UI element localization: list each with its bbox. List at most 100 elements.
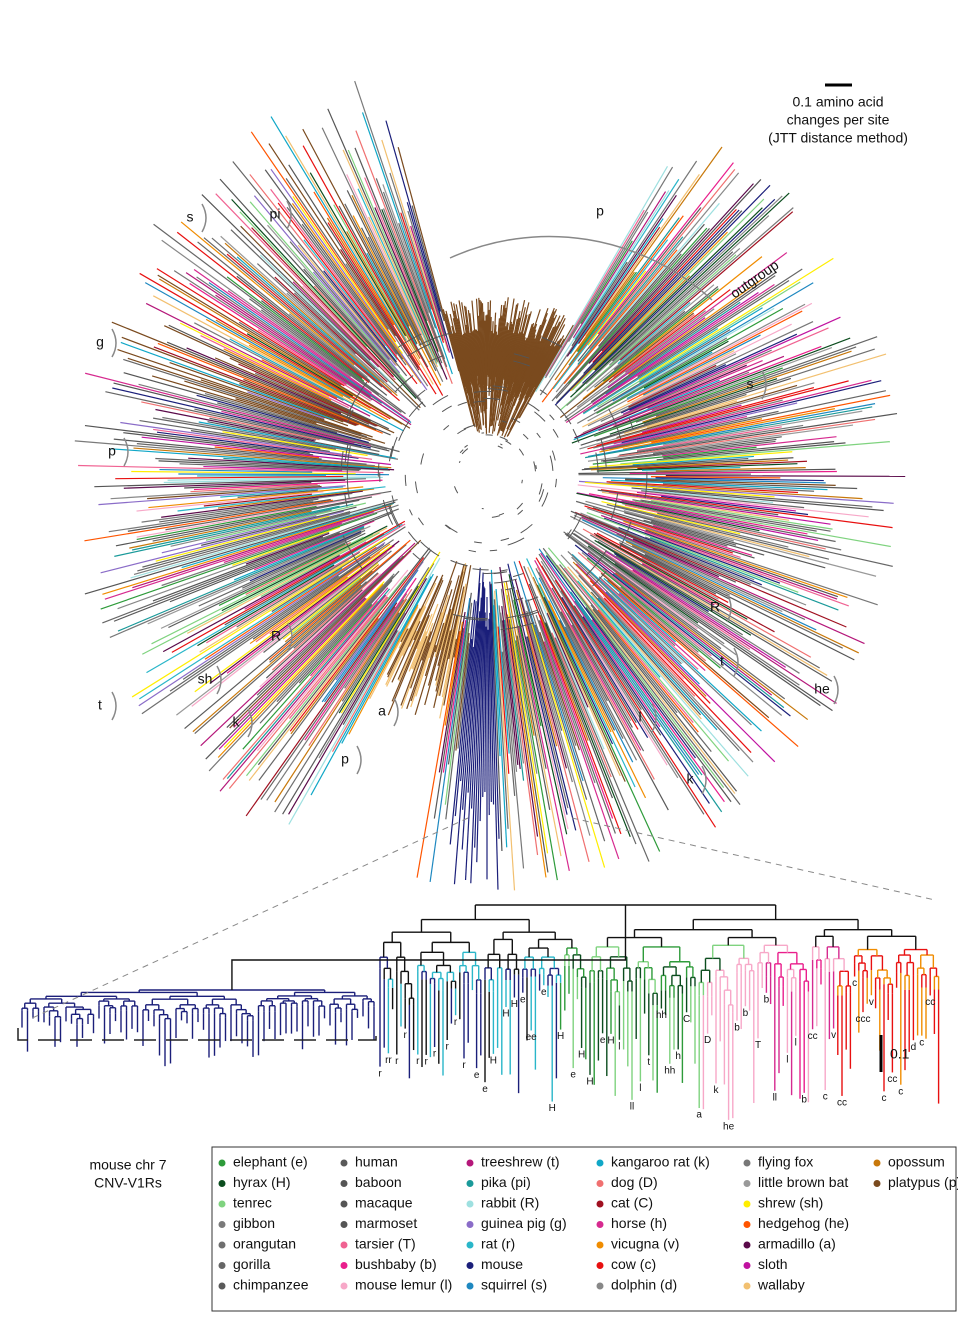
internal-branch [500,437,508,441]
internal-branch [505,441,511,445]
internal-branch [523,434,528,439]
inset-tree [22,905,939,1120]
clade-label: g [96,334,104,350]
legend-label: rabbit (R) [481,1195,539,1211]
scale-label: 0.1 amino acid [792,94,883,110]
internal-branch [474,542,482,543]
clade-bracket [834,676,838,704]
tip-label: ee [526,1032,538,1043]
legend-label: little brown bat [758,1174,848,1190]
tip-label: c [823,1092,828,1103]
legend-label: horse (h) [611,1215,667,1231]
legend-label: dolphin (d) [611,1277,677,1293]
clade-label: he [814,681,830,697]
clade-label: k [687,771,695,787]
legend-label: wallaby [757,1277,805,1293]
tip-label: l [786,1054,788,1065]
tip-label: cc [887,1074,897,1085]
legend-swatch [219,1180,226,1187]
tip-label: c [919,1037,924,1048]
internal-branch [555,479,556,487]
legend-swatch [341,1283,348,1290]
legend-swatch [219,1283,226,1290]
legend-swatch [874,1180,881,1187]
legend-swatch [597,1201,604,1208]
internal-branch [508,538,524,545]
clade-label: p [108,443,116,459]
legend-swatch [219,1201,226,1208]
legend-label: chimpanzee [233,1277,309,1293]
legend-swatch [341,1262,348,1269]
tip-label: ll [773,1092,777,1103]
legend-swatch [467,1201,474,1208]
legend-label: macaque [355,1195,413,1211]
legend-swatch [744,1180,751,1187]
legend-swatch [467,1221,474,1228]
inset-title: CNV-V1Rs [94,1175,162,1191]
legend-label: armadillo (a) [758,1236,836,1252]
internal-branch [469,550,476,551]
legend-swatch [597,1160,604,1167]
tip-label: e [482,1084,488,1095]
clade-bracket [702,766,706,794]
clade-label: R [710,599,720,615]
legend-swatch [744,1262,751,1269]
tip-label: T [755,1040,761,1051]
legend-label: sloth [758,1256,788,1272]
tip-label: r [395,1056,399,1067]
tip-label: h [675,1051,681,1062]
internal-branch [483,572,505,574]
tip-label: e [541,987,547,998]
internal-branch [444,425,449,430]
tip-label: he [723,1122,735,1133]
internal-branch [465,445,468,447]
tip-label: H [549,1103,556,1114]
legend-label: opossum [888,1154,945,1170]
tip-label: H [586,1077,593,1088]
legend-label: mouse lemur (l) [355,1277,452,1293]
legend-label: orangutan [233,1236,296,1252]
clade-label: p [341,751,349,767]
tip-label: r [416,1056,420,1067]
inset-scale-label: 0.1 [890,1046,910,1062]
tip-label: c [882,1093,887,1104]
legend-swatch [597,1242,604,1249]
legend-label: tenrec [233,1195,272,1211]
legend-label: flying fox [758,1154,813,1170]
legend-swatch [744,1201,751,1208]
clade-label: l [638,709,641,725]
tip-label: H [490,1056,497,1067]
legend-label: mouse [481,1256,523,1272]
internal-branch [527,403,539,411]
internal-branch [418,518,423,525]
internal-branch [521,524,533,533]
clade-label: p [596,203,604,219]
tip-label: D [704,1035,711,1046]
legend-swatch [467,1180,474,1187]
clade-label: a [378,703,386,719]
inset-branch [232,905,626,990]
tip-label: e [600,1035,606,1046]
legend-label: elephant (e) [233,1154,308,1170]
legend-swatch [467,1242,474,1249]
scale-label: changes per site [787,112,890,128]
tip-label: b [801,1094,807,1105]
tip-label: b [764,994,770,1005]
tip-label: r [433,1049,437,1060]
clade-bracket [124,438,128,466]
tip-label: H [511,999,518,1010]
internal-branch [537,433,541,438]
legend-label: cat (C) [611,1195,653,1211]
clade-label: t [98,697,102,713]
clade-bracket [217,666,221,694]
legend-swatch [467,1283,474,1290]
branch [486,315,487,409]
internal-branch [457,429,465,434]
tip-label: k [714,1085,720,1096]
internal-branch [458,402,467,405]
internal-branch [539,489,544,501]
internal-branch [445,525,450,529]
internal-branch [501,570,508,571]
legend-label: cow (c) [611,1256,656,1272]
legend-swatch [597,1180,604,1187]
